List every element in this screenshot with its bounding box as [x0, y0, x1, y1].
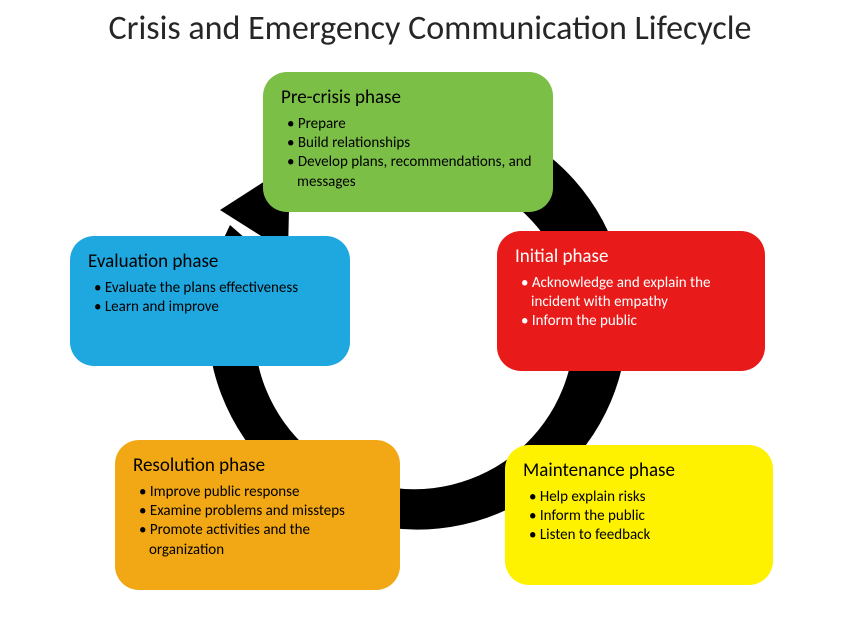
phase-card-maintenance: Maintenance phase Help explain risks Inf… — [505, 445, 773, 585]
phase-card-initial: Initial phase Acknowledge and explain th… — [497, 231, 765, 371]
bullet: Learn and improve — [94, 298, 332, 317]
phase-card-pre-crisis: Pre-crisis phase Prepare Build relations… — [263, 72, 553, 212]
bullet: Acknowledge and explain the incident wit… — [521, 274, 747, 312]
bullet: Inform the public — [529, 507, 755, 526]
bullet: Promote activities and the organization — [139, 521, 382, 559]
bullet: Help explain risks — [529, 488, 755, 507]
bullet: Build relationships — [287, 134, 535, 153]
phase-bullets: Prepare Build relationships Develop plan… — [281, 115, 535, 192]
bullet: Examine problems and missteps — [139, 502, 382, 521]
phase-bullets: Acknowledge and explain the incident wit… — [515, 274, 747, 332]
diagram-stage: Crisis and Emergency Communication Lifec… — [0, 0, 860, 640]
phase-bullets: Improve public response Examine problems… — [133, 483, 382, 560]
phase-title: Resolution phase — [133, 454, 382, 477]
phase-title: Maintenance phase — [523, 459, 755, 482]
phase-title: Pre-crisis phase — [281, 86, 535, 109]
phase-title: Evaluation phase — [88, 250, 332, 273]
phase-bullets: Help explain risks Inform the public Lis… — [523, 488, 755, 546]
bullet: Listen to feedback — [529, 526, 755, 545]
diagram-title: Crisis and Emergency Communication Lifec… — [0, 8, 860, 49]
bullet: Prepare — [287, 115, 535, 134]
phase-card-resolution: Resolution phase Improve public response… — [115, 440, 400, 590]
bullet: Evaluate the plans effectiveness — [94, 279, 332, 298]
bullet: Develop plans, recommendations, and mess… — [287, 153, 535, 191]
bullet: Improve public response — [139, 483, 382, 502]
bullet: Inform the public — [521, 312, 747, 331]
phase-title: Initial phase — [515, 245, 747, 268]
phase-card-evaluation: Evaluation phase Evaluate the plans effe… — [70, 236, 350, 366]
phase-bullets: Evaluate the plans effectiveness Learn a… — [88, 279, 332, 317]
